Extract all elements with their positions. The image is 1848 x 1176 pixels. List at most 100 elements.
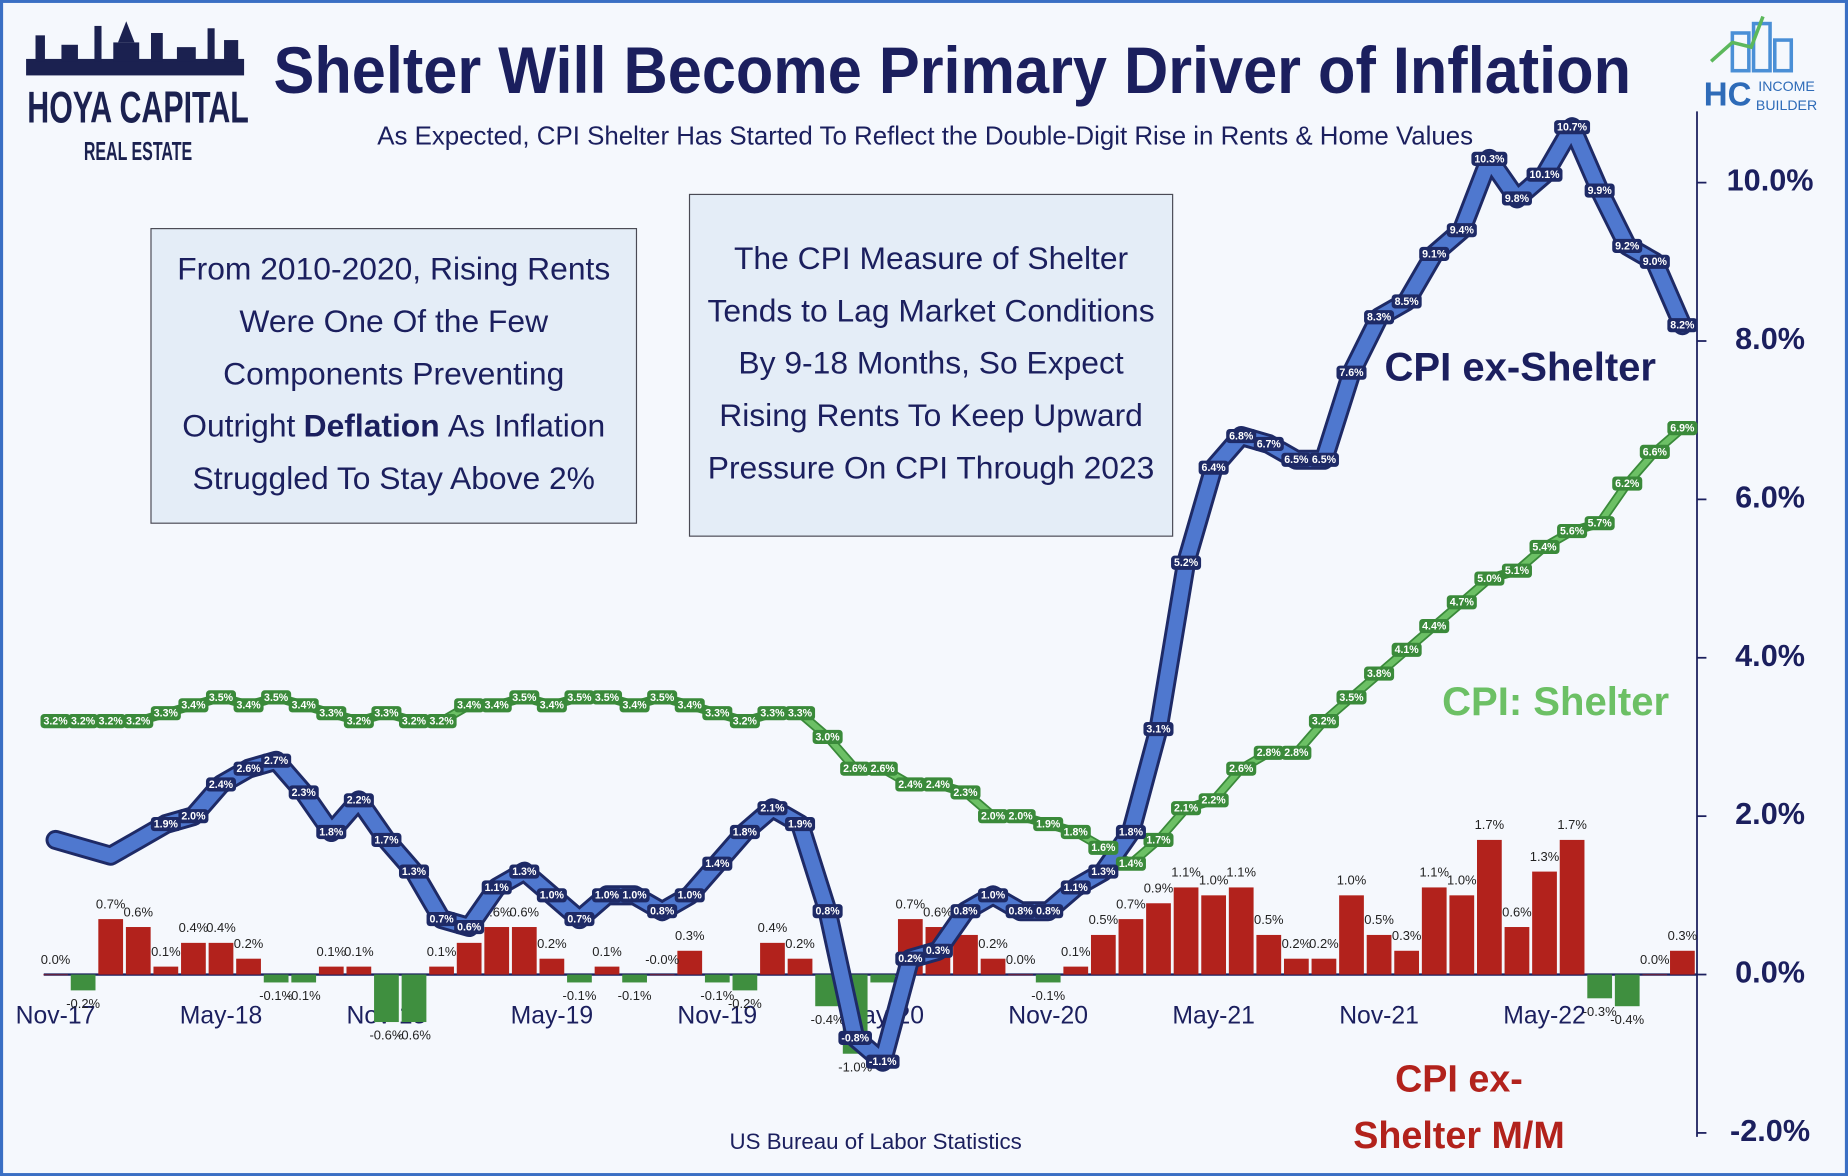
value-label-box: [40, 714, 71, 729]
line-value-label: 3.1%: [1146, 723, 1171, 735]
chart-subtitle: As Expected, CPI Shelter Has Started To …: [377, 123, 1473, 151]
bar: [677, 950, 703, 975]
bar-value-label: 0.0%: [1640, 952, 1670, 967]
line-value-label: 2.4%: [898, 779, 923, 791]
value-label-box: [978, 888, 1009, 903]
value-label-box: [1115, 856, 1146, 871]
value-label-box: [509, 690, 540, 705]
line-value-label: 1.8%: [1119, 826, 1144, 838]
logo-text: HC: [1704, 75, 1752, 112]
bar-value-label: 0.6%: [923, 904, 953, 919]
line-value-label: 1.9%: [1036, 818, 1061, 830]
bar: [787, 958, 813, 975]
line-value-label: 3.2%: [99, 716, 124, 728]
value-label-box: [426, 912, 457, 927]
value-label-box: [454, 698, 485, 713]
line-value-label: 6.5%: [1312, 454, 1337, 466]
value-label-box: [1474, 571, 1505, 586]
value-label-box: [922, 943, 953, 958]
bar: [236, 958, 261, 975]
value-label-box: [895, 777, 926, 792]
annotation-box: [688, 193, 1174, 537]
line-value-label: 3.5%: [1339, 692, 1364, 704]
value-label-box: [1501, 563, 1532, 578]
value-label-box: [343, 793, 374, 808]
value-label-box: [1033, 904, 1064, 919]
value-label-box: [1033, 817, 1064, 832]
bar: [70, 974, 96, 991]
bar: [622, 974, 647, 983]
line-value-label: 8.2%: [1670, 320, 1695, 332]
bar: [1642, 974, 1668, 976]
value-label-box: [619, 698, 650, 713]
line-value-label: 1.3%: [512, 866, 537, 878]
line-value-label: 5.0%: [1477, 573, 1502, 585]
bar-value-label: 1.1%: [1226, 865, 1256, 880]
value-label-box: [178, 698, 209, 713]
bar-value-label: 0.1%: [592, 944, 622, 959]
x-tick-label: May-22: [1503, 1002, 1585, 1029]
line-value-label: 0.8%: [1009, 906, 1034, 918]
value-label-box: [1005, 904, 1036, 919]
bar: [649, 974, 675, 976]
bar: [1063, 966, 1089, 975]
line-value-label: 3.5%: [595, 692, 620, 704]
bar-value-label: 1.7%: [1557, 817, 1587, 832]
x-tick-label: May-19: [511, 1002, 593, 1029]
line-value-label: 1.3%: [402, 866, 427, 878]
chart-title: Shelter Will Become Primary Driver of In…: [274, 33, 1631, 107]
bar: [1146, 903, 1171, 975]
bar: [1670, 950, 1695, 975]
value-label-box: [1446, 223, 1477, 238]
bar-value-label: 1.0%: [1199, 873, 1229, 888]
line-value-label: 6.7%: [1257, 438, 1282, 450]
line-value-label: 3.4%: [678, 700, 703, 712]
bar-value-label: 0.7%: [896, 896, 926, 911]
value-label-box: [591, 888, 623, 903]
bar-value-label: 1.0%: [1447, 873, 1477, 888]
value-label-box: [316, 706, 347, 721]
line-value-label: 2.2%: [347, 795, 372, 807]
value-label-box: [1198, 460, 1229, 475]
logo-text: BUILDER: [1756, 97, 1817, 113]
bar: [539, 958, 565, 975]
value-label-box: [1471, 151, 1508, 166]
line-value-label: 3.3%: [788, 708, 813, 720]
bar-value-label: 0.0%: [1006, 952, 1036, 967]
bar-value-label: 0.2%: [234, 936, 264, 951]
bar: [1035, 974, 1061, 983]
value-label-box: [343, 714, 374, 729]
value-label-box: [978, 809, 1009, 824]
value-label-box: [1336, 365, 1367, 380]
line-value-label: 2.7%: [264, 755, 289, 767]
value-label-box: [895, 951, 926, 966]
value-label-box: [371, 832, 402, 847]
bar-value-label: 0.7%: [96, 896, 126, 911]
value-label-box: [950, 904, 981, 919]
value-label-box: [729, 824, 760, 840]
value-label-box: [205, 690, 237, 705]
bar-value-label: 0.1%: [1061, 944, 1091, 959]
annotation-text: Rising Rents To Keep Upward: [719, 397, 1143, 433]
line-value-label: 8.3%: [1367, 312, 1392, 324]
bar-value-label: -0.1%: [1031, 988, 1065, 1003]
bar: [980, 958, 1006, 975]
bar-value-label: -0.1%: [259, 988, 293, 1003]
bar: [1559, 839, 1585, 975]
bar-value-label: 1.7%: [1475, 817, 1505, 832]
line-value-label: 6.8%: [1229, 430, 1254, 442]
line-value-label: 3.4%: [457, 700, 482, 712]
line-value-label: 5.2%: [1174, 557, 1199, 569]
value-label-box: [564, 912, 595, 927]
x-tick-label: May-21: [1172, 1002, 1254, 1029]
bar: [1228, 887, 1254, 975]
value-label-box: [1005, 809, 1036, 824]
bar: [1339, 895, 1364, 975]
value-label-box: [1612, 476, 1643, 491]
bar: [1311, 958, 1337, 975]
line-value-label: 3.3%: [374, 708, 399, 720]
line-value-label: 3.4%: [485, 700, 510, 712]
value-label-box: [1667, 421, 1698, 436]
bar-value-label: 0.3%: [1392, 928, 1422, 943]
annotation-text: Outright Deflation As Inflation: [182, 408, 605, 444]
